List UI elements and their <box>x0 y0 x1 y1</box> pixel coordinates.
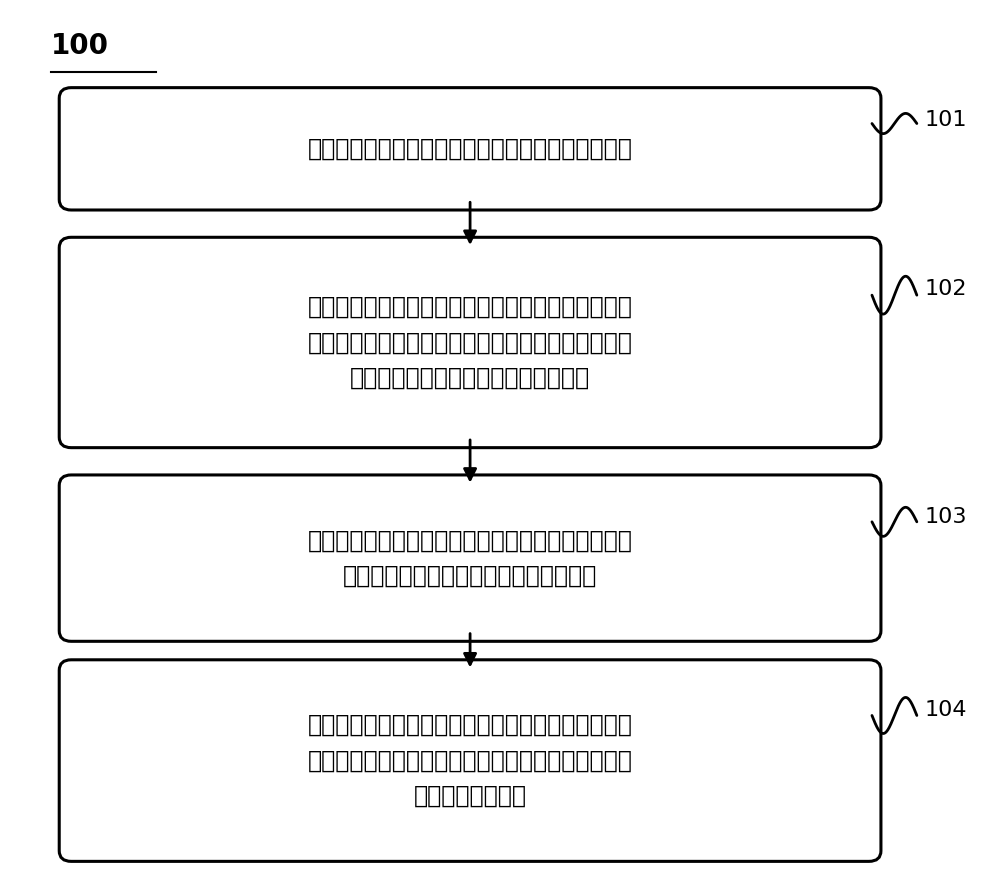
FancyBboxPatch shape <box>59 238 881 448</box>
Text: 获取待模拟的量子电路中的每个量子门的量子门参数: 获取待模拟的量子电路中的每个量子门的量子门参数 <box>308 137 633 161</box>
Text: 104: 104 <box>925 700 967 720</box>
FancyBboxPatch shape <box>59 660 881 861</box>
FancyBboxPatch shape <box>59 87 881 210</box>
Text: 100: 100 <box>51 32 109 60</box>
Text: 103: 103 <box>925 508 967 527</box>
Text: 102: 102 <box>925 280 967 299</box>
Text: 根据预设的优先级排序规则，对总测量模式中的各个
子测量模式的操作命令的操作顺序进行排序，得到排
序后的总测量模式: 根据预设的优先级排序规则，对总测量模式中的各个 子测量模式的操作命令的操作顺序进… <box>308 713 633 808</box>
Text: 针对待模拟的量子电路中的每个量子门，根据遵循量
子力学原理的生成规则，基于该量子门的量子门参数
生成与该量子门对应等价的子测量模式: 针对待模拟的量子电路中的每个量子门，根据遵循量 子力学原理的生成规则，基于该量子… <box>308 295 633 390</box>
FancyBboxPatch shape <box>59 475 881 641</box>
Text: 101: 101 <box>925 110 967 131</box>
Text: 将与每个量子门等价的子测量模式进行组合，得到与
待模拟的量子电路整体等价的总测量模式: 将与每个量子门等价的子测量模式进行组合，得到与 待模拟的量子电路整体等价的总测量… <box>308 528 633 588</box>
